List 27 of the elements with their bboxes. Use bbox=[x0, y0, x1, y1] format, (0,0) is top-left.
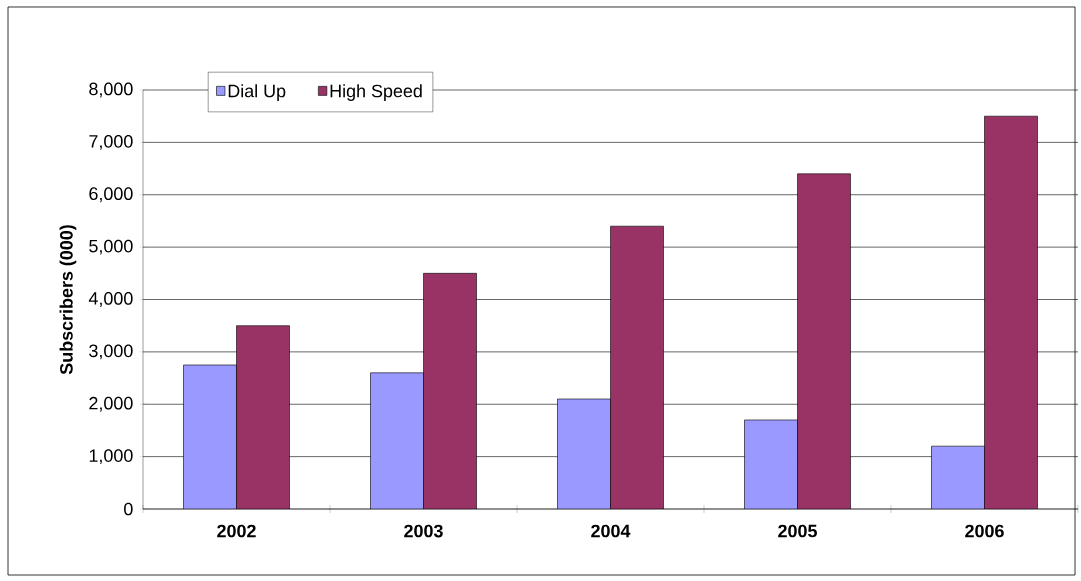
y-tick-label: 1,000 bbox=[89, 449, 133, 465]
y-tick-label: 3,000 bbox=[89, 344, 133, 360]
x-tick-label: 2004 bbox=[591, 524, 631, 538]
x-tick-label: 2006 bbox=[965, 524, 1004, 538]
y-tick-label: 6,000 bbox=[89, 187, 133, 203]
y-tick-label: 8,000 bbox=[89, 82, 133, 98]
bar bbox=[984, 115, 1038, 509]
bar bbox=[423, 273, 477, 509]
bar bbox=[557, 398, 611, 509]
x-tick-label: 2002 bbox=[217, 524, 256, 538]
bar bbox=[370, 372, 424, 509]
y-tick-label: 7,000 bbox=[89, 134, 133, 150]
x-tick-label: 2005 bbox=[778, 524, 817, 538]
bar bbox=[236, 325, 290, 509]
bar bbox=[610, 225, 664, 509]
y-tick-label: 4,000 bbox=[88, 292, 133, 307]
y-tick-label: 2,000 bbox=[89, 396, 133, 412]
y-axis-title: Subscribers (000) bbox=[59, 225, 77, 375]
bar bbox=[931, 445, 985, 509]
bar bbox=[744, 419, 798, 509]
bar bbox=[797, 173, 851, 509]
legend-label: Dial Up bbox=[228, 84, 286, 101]
y-tick-label: 0 bbox=[124, 502, 133, 516]
y-tick-label: 5,000 bbox=[89, 239, 133, 255]
bar bbox=[183, 364, 237, 509]
x-tick-label: 2003 bbox=[404, 524, 443, 538]
legend-label: High Speed bbox=[330, 84, 422, 101]
